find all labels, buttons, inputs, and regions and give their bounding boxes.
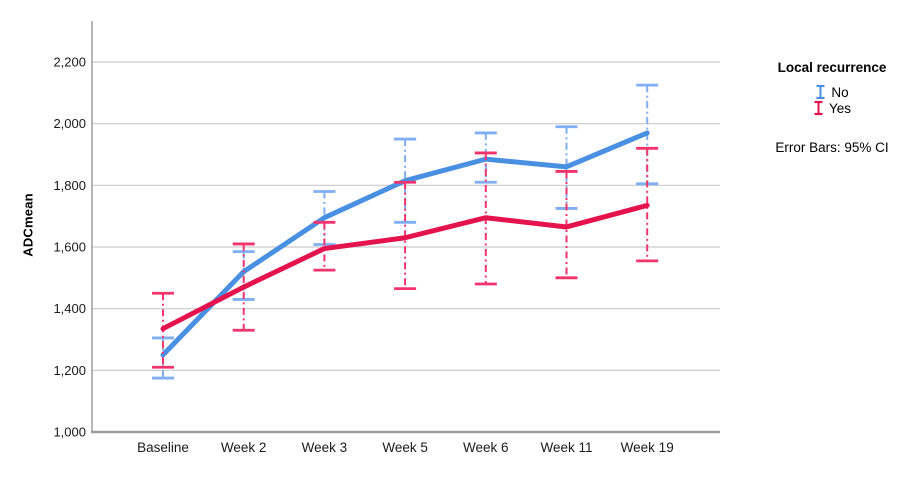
series-line-yes	[160, 202, 650, 332]
x-tick-label: Week 5	[382, 440, 428, 455]
x-tick-label: Week 11	[540, 440, 592, 455]
error-bars-note: Error Bars: 95% CI	[775, 140, 889, 155]
y-tick-label: 2,000	[53, 116, 86, 131]
x-tick-label: Week 19	[621, 440, 674, 455]
legend-item-yes: Yes	[748, 100, 906, 116]
y-axis-title: ADCmean	[20, 193, 36, 257]
legend: Local recurrence No Yes Error Bars: 95% …	[748, 60, 906, 155]
x-tick-label: Week 2	[221, 440, 267, 455]
errorbar-glyph-yes-icon	[814, 100, 823, 116]
errorbar-glyph-no-icon	[816, 84, 825, 100]
legend-label-yes: Yes	[828, 100, 852, 116]
y-tick-label: 1,200	[53, 363, 86, 378]
error-bars-yes	[152, 146, 659, 369]
y-tick-label: 1,800	[53, 178, 86, 193]
y-tick-label: 2,200	[53, 55, 86, 70]
y-tick-label: 1,400	[53, 301, 86, 316]
y-tick-label: 1,000	[53, 425, 86, 440]
legend-title: Local recurrence	[777, 60, 887, 75]
legend-item-no: No	[748, 84, 906, 100]
y-tick-label: 1,600	[53, 240, 86, 255]
legend-label-no: No	[831, 84, 849, 100]
x-tick-label: Week 6	[463, 440, 509, 455]
x-tick-label: Week 3	[302, 440, 348, 455]
x-tick-label: Baseline	[137, 440, 189, 455]
